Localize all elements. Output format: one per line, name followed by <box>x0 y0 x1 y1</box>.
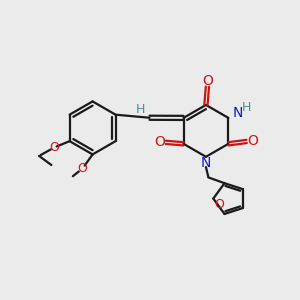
Text: O: O <box>247 134 258 148</box>
Text: O: O <box>49 141 59 154</box>
Text: O: O <box>214 198 224 211</box>
Text: N: N <box>200 156 211 170</box>
Text: O: O <box>154 135 165 149</box>
Text: O: O <box>202 74 213 88</box>
Text: H: H <box>242 101 251 114</box>
Text: H: H <box>135 103 145 116</box>
Text: O: O <box>77 162 87 175</box>
Text: N: N <box>233 106 243 120</box>
